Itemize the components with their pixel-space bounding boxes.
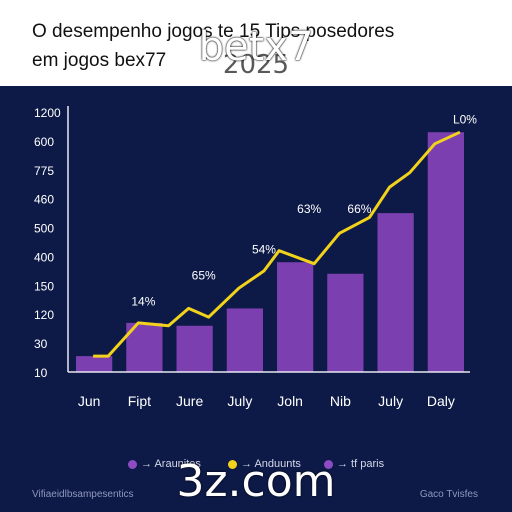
- legend-label: → Araunites: [141, 458, 201, 470]
- bar: [377, 213, 414, 372]
- bar: [176, 325, 213, 372]
- x-tick-label: Jun: [78, 393, 101, 409]
- chart-title-line-2: em jogos bex77: [32, 50, 167, 71]
- y-tick-label: 600: [34, 135, 54, 149]
- watermark-year: 2025: [222, 50, 290, 80]
- data-label: 54%: [252, 243, 276, 257]
- legend-item: → Anduunts: [228, 458, 301, 470]
- legend-label: → tf paris: [337, 458, 385, 470]
- axes: [67, 106, 470, 373]
- footer-source: Vifiaeidlbsampesentics: [32, 489, 134, 500]
- x-tick-label: July: [378, 393, 403, 409]
- data-label: 65%: [192, 269, 216, 283]
- footer-credit: Gaco Tvisfes: [419, 489, 478, 500]
- legend-item: → tf paris: [324, 458, 384, 470]
- watermark-domain: 3z.com: [176, 456, 336, 507]
- bar: [427, 132, 464, 372]
- data-label: L0%: [453, 113, 477, 127]
- trend-line: [93, 130, 461, 358]
- data-label: 14%: [131, 295, 155, 309]
- x-tick-label: Joln: [277, 393, 303, 409]
- y-tick-label: 775: [34, 164, 54, 178]
- bar: [76, 356, 113, 372]
- bar: [277, 262, 314, 372]
- y-tick-label: 1200: [34, 106, 61, 120]
- bar: [327, 273, 364, 372]
- x-axis-ticks: Jun Fipt Jure July Joln Nib July Daly: [78, 393, 455, 409]
- x-tick-label: July: [227, 393, 252, 409]
- watermark-brand: betx7: [198, 24, 314, 70]
- y-axis-ticks: 10 30 120 150 400 500 460 775 600 1200: [34, 106, 61, 380]
- chart-title-line-1: O desempenho jogos te 15 Tips posedores: [32, 21, 395, 42]
- x-tick-label: Jure: [176, 393, 203, 409]
- y-tick-label: 460: [34, 193, 54, 207]
- y-tick-label: 10: [34, 366, 48, 380]
- x-tick-label: Fipt: [128, 393, 151, 409]
- trend-line-group: [93, 130, 461, 358]
- legend-label: → Anduunts: [241, 458, 301, 470]
- legend-dot-icon: [228, 459, 237, 469]
- y-tick-label: 30: [34, 337, 48, 351]
- y-tick-label: 400: [34, 250, 54, 264]
- legend-dot-icon: [324, 459, 333, 469]
- y-tick-label: 120: [34, 308, 54, 322]
- data-label: 63%: [297, 202, 321, 216]
- x-tick-label: Nib: [330, 393, 351, 409]
- bar: [226, 308, 263, 372]
- y-tick-label: 500: [34, 222, 54, 236]
- title-band: O desempenho jogos te 15 Tips posedores …: [0, 0, 512, 86]
- data-label: 66%: [347, 202, 371, 216]
- legend: → Araunites → Anduunts → tf paris: [0, 458, 512, 478]
- bars: [76, 132, 464, 372]
- x-tick-label: Daly: [427, 393, 455, 409]
- legend-item: → Araunites: [128, 458, 201, 470]
- annotations: 14% 65% 54% 63% 66% L0%: [131, 113, 477, 309]
- legend-dot-icon: [128, 459, 137, 469]
- y-tick-label: 150: [34, 279, 54, 293]
